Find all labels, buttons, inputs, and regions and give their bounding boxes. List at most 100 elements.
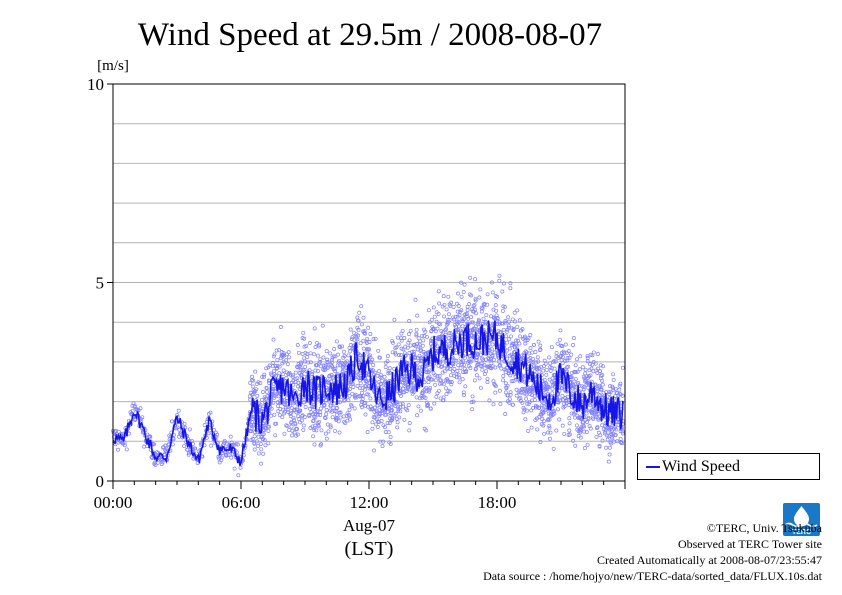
data-point xyxy=(309,372,314,376)
data-point xyxy=(334,339,339,344)
data-point xyxy=(582,424,587,429)
data-point xyxy=(382,397,386,402)
data-point xyxy=(318,410,323,415)
data-point xyxy=(481,316,486,321)
data-point xyxy=(417,365,422,370)
data-point xyxy=(395,425,400,430)
data-point xyxy=(550,391,555,396)
data-point xyxy=(295,376,300,381)
data-point xyxy=(457,375,462,380)
data-point xyxy=(329,403,333,408)
data-point xyxy=(328,423,333,428)
data-point xyxy=(566,364,571,369)
data-point xyxy=(611,372,616,377)
data-point xyxy=(433,329,438,334)
data-point xyxy=(501,327,506,332)
data-point xyxy=(546,385,551,389)
data-point xyxy=(462,363,467,367)
data-point xyxy=(507,400,512,405)
data-point xyxy=(560,393,565,398)
data-point xyxy=(517,318,522,323)
data-point xyxy=(600,423,605,428)
data-point xyxy=(307,368,312,373)
data-point xyxy=(262,438,267,443)
data-point xyxy=(528,333,533,337)
legend-line-swatch xyxy=(646,466,660,468)
data-point xyxy=(282,431,287,436)
data-point xyxy=(447,312,451,317)
data-point xyxy=(375,373,380,378)
data-point xyxy=(277,364,282,369)
data-point xyxy=(265,389,269,394)
data-point xyxy=(267,424,271,429)
data-point xyxy=(543,381,548,386)
data-point xyxy=(513,319,517,324)
data-point xyxy=(467,302,472,307)
data-point xyxy=(258,442,263,446)
data-point xyxy=(134,407,139,412)
data-point xyxy=(341,349,346,354)
data-point xyxy=(508,281,513,286)
data-point xyxy=(457,313,462,318)
data-point xyxy=(456,320,461,325)
data-point xyxy=(301,423,306,428)
data-point xyxy=(601,364,606,369)
data-point xyxy=(277,371,282,376)
data-point xyxy=(315,353,320,358)
data-point xyxy=(356,333,361,338)
data-point xyxy=(248,380,253,385)
data-point xyxy=(263,443,268,448)
data-point xyxy=(361,338,366,343)
data-point xyxy=(448,380,453,385)
data-point xyxy=(163,448,168,453)
data-point xyxy=(252,447,257,452)
data-point xyxy=(261,390,265,394)
data-point xyxy=(435,344,440,349)
data-point xyxy=(557,417,562,422)
data-point xyxy=(435,374,440,379)
data-point xyxy=(503,320,508,325)
data-point xyxy=(462,393,466,397)
data-point xyxy=(271,337,276,342)
data-point xyxy=(346,398,351,403)
data-point xyxy=(285,362,290,367)
data-point xyxy=(473,296,478,301)
data-point xyxy=(164,446,169,451)
data-point xyxy=(437,301,442,306)
data-point xyxy=(496,359,501,364)
data-point xyxy=(344,413,349,418)
data-point xyxy=(588,373,593,378)
data-point xyxy=(299,360,303,365)
data-point xyxy=(436,289,441,294)
data-point xyxy=(495,316,500,321)
data-point xyxy=(575,369,580,374)
data-point xyxy=(558,398,563,403)
data-point xyxy=(235,442,240,447)
data-point xyxy=(405,345,410,350)
data-point xyxy=(258,403,263,408)
data-point xyxy=(371,337,376,342)
data-point xyxy=(479,305,484,310)
data-point xyxy=(485,292,490,297)
data-point xyxy=(607,445,612,450)
data-point xyxy=(261,432,266,437)
data-point xyxy=(316,412,321,417)
data-point xyxy=(524,408,529,413)
data-point xyxy=(437,374,442,378)
data-point xyxy=(578,428,583,433)
data-point xyxy=(547,425,552,430)
data-point xyxy=(357,394,362,399)
data-point xyxy=(388,441,393,446)
data-point xyxy=(228,434,233,439)
data-point xyxy=(454,358,459,363)
data-point xyxy=(493,390,498,395)
data-point xyxy=(416,336,421,341)
data-point xyxy=(287,355,292,360)
data-point xyxy=(260,375,265,380)
data-point xyxy=(601,390,606,395)
data-point xyxy=(472,302,477,307)
data-point xyxy=(566,403,571,407)
data-point xyxy=(351,385,356,389)
legend: Wind Speed xyxy=(637,453,820,480)
data-point xyxy=(605,433,610,438)
